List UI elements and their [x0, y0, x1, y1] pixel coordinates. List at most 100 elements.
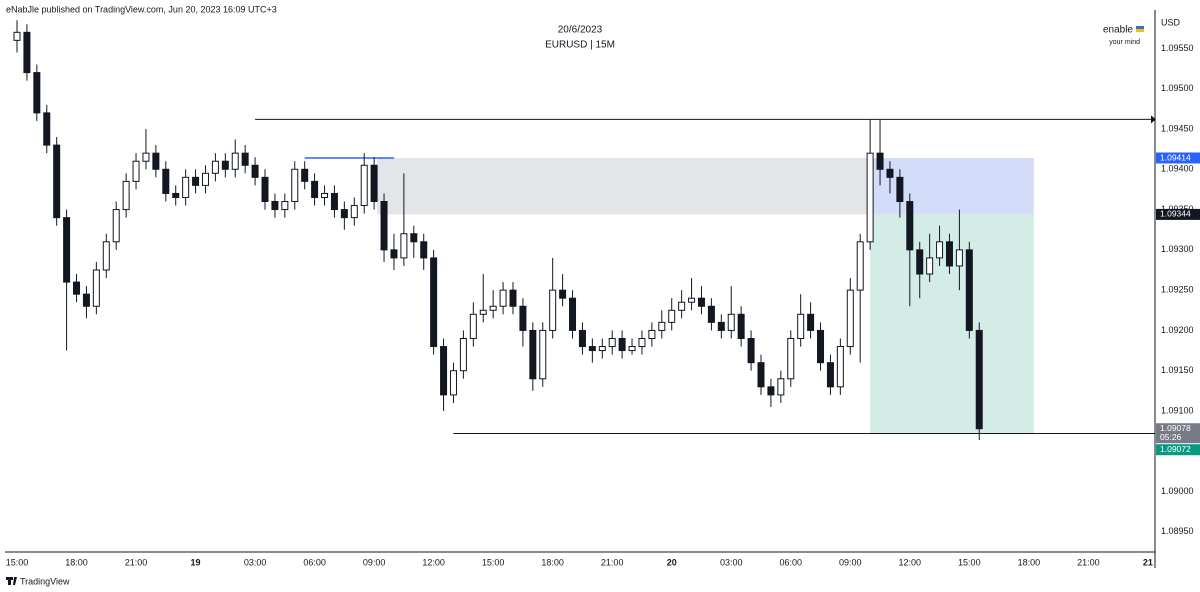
candle-body: [688, 297, 696, 303]
candle-body: [201, 172, 209, 186]
x-tick-label: 15:00: [6, 557, 29, 567]
candle-body: [350, 205, 358, 219]
candle-body: [836, 346, 844, 388]
candle-body: [132, 160, 140, 182]
candle-body: [777, 378, 785, 396]
candle-body: [251, 164, 259, 178]
candle-body: [122, 180, 130, 211]
footer: TradingView: [20, 576, 70, 586]
candle-body: [330, 192, 338, 211]
price-label: 1.09078: [1160, 423, 1191, 433]
chart-subtitle: EURUSD | 15M: [545, 40, 615, 51]
candle-body: [23, 31, 31, 74]
candle-body: [360, 164, 368, 207]
candle-body: [440, 346, 448, 396]
candle-body: [271, 201, 279, 211]
x-tick-label: 21:00: [1077, 557, 1100, 567]
candle-body: [53, 144, 61, 219]
candle-body: [311, 180, 319, 198]
candle-body: [697, 297, 705, 307]
candle-body: [449, 370, 457, 396]
y-tick-label: 1.09100: [1161, 405, 1194, 415]
candle-body: [529, 329, 537, 380]
candle-body: [479, 309, 487, 315]
candle-body: [578, 329, 586, 348]
candle-body: [380, 201, 388, 251]
candle-body: [489, 305, 497, 311]
candle-body: [906, 201, 914, 251]
x-tick-label: 18:00: [541, 557, 564, 567]
y-tick-label: 1.09450: [1161, 123, 1194, 133]
y-tick-label: 1.08950: [1161, 526, 1194, 536]
candle-body: [162, 168, 170, 194]
x-tick-label: 06:00: [779, 557, 802, 567]
x-tick-label: 12:00: [422, 557, 445, 567]
candle-body: [846, 289, 854, 348]
candle-body: [876, 152, 884, 170]
x-axis: 15:00 18:00 21:00 19 03:00 06:00 09:00 12:00 15:…: [6, 557, 1153, 567]
candle-body: [618, 337, 626, 352]
x-tick-label: 09:00: [839, 557, 862, 567]
candle-body: [866, 152, 874, 243]
header: eNabJle published on TradingView.com, Ju…: [6, 4, 277, 14]
candle-body: [73, 281, 81, 295]
candle-body: [767, 386, 775, 396]
candle-body: [43, 112, 51, 146]
x-tick-label: 18:00: [65, 557, 88, 567]
x-tick-label: 03:00: [244, 557, 267, 567]
lines: [255, 115, 1156, 435]
y-tick-label: 1.09000: [1161, 486, 1194, 496]
candle-body: [509, 289, 517, 307]
candle-body: [410, 233, 418, 243]
x-tick-label: 15:00: [958, 557, 981, 567]
candle-body: [588, 346, 596, 352]
x-tick-label: 21: [1143, 557, 1153, 567]
candle-body: [192, 176, 200, 186]
candle-body: [261, 176, 269, 203]
candle-body: [499, 289, 507, 307]
candle-body: [281, 201, 289, 211]
candle-body: [182, 176, 190, 198]
x-tick-label: 20: [667, 557, 677, 567]
candle-body: [152, 152, 160, 170]
candle-body: [13, 31, 21, 41]
candle-body: [955, 249, 963, 267]
candle-body: [826, 362, 834, 388]
x-tick-label: 06:00: [303, 557, 326, 567]
price-label-box: [1156, 208, 1200, 220]
candle-body: [757, 362, 765, 388]
candle-body: [648, 329, 656, 339]
candle-body: [390, 249, 398, 259]
flag-top: [1136, 26, 1144, 29]
candle-body: [321, 192, 329, 198]
y-tick-label: 1.09400: [1161, 164, 1194, 174]
candle-body: [231, 152, 239, 170]
flag-bottom: [1136, 29, 1144, 32]
candle-body: [539, 329, 547, 380]
candle-body: [33, 72, 41, 114]
candle-body: [549, 289, 557, 331]
candle-body: [400, 233, 408, 259]
y-tick-label: 1.09250: [1161, 285, 1194, 295]
price-label: 1.09344: [1160, 209, 1191, 219]
candle-body: [82, 293, 90, 307]
candle-body: [747, 337, 755, 364]
candle-body: [221, 160, 229, 170]
y-tick-label: 1.09500: [1161, 83, 1194, 93]
candle-body: [519, 305, 527, 331]
candle-body: [370, 164, 378, 203]
chart-title: 20/6/2023: [558, 25, 603, 36]
candle-body: [658, 321, 666, 331]
candle-body: [112, 209, 120, 243]
candle-body: [936, 241, 944, 259]
candle-body: [301, 168, 309, 182]
candle-body: [430, 257, 438, 348]
x-tick-label: 21:00: [601, 557, 624, 567]
candle-body: [142, 152, 150, 162]
candle-body: [717, 321, 725, 331]
candle-body: [102, 241, 110, 271]
price-label-box: [1156, 152, 1200, 164]
